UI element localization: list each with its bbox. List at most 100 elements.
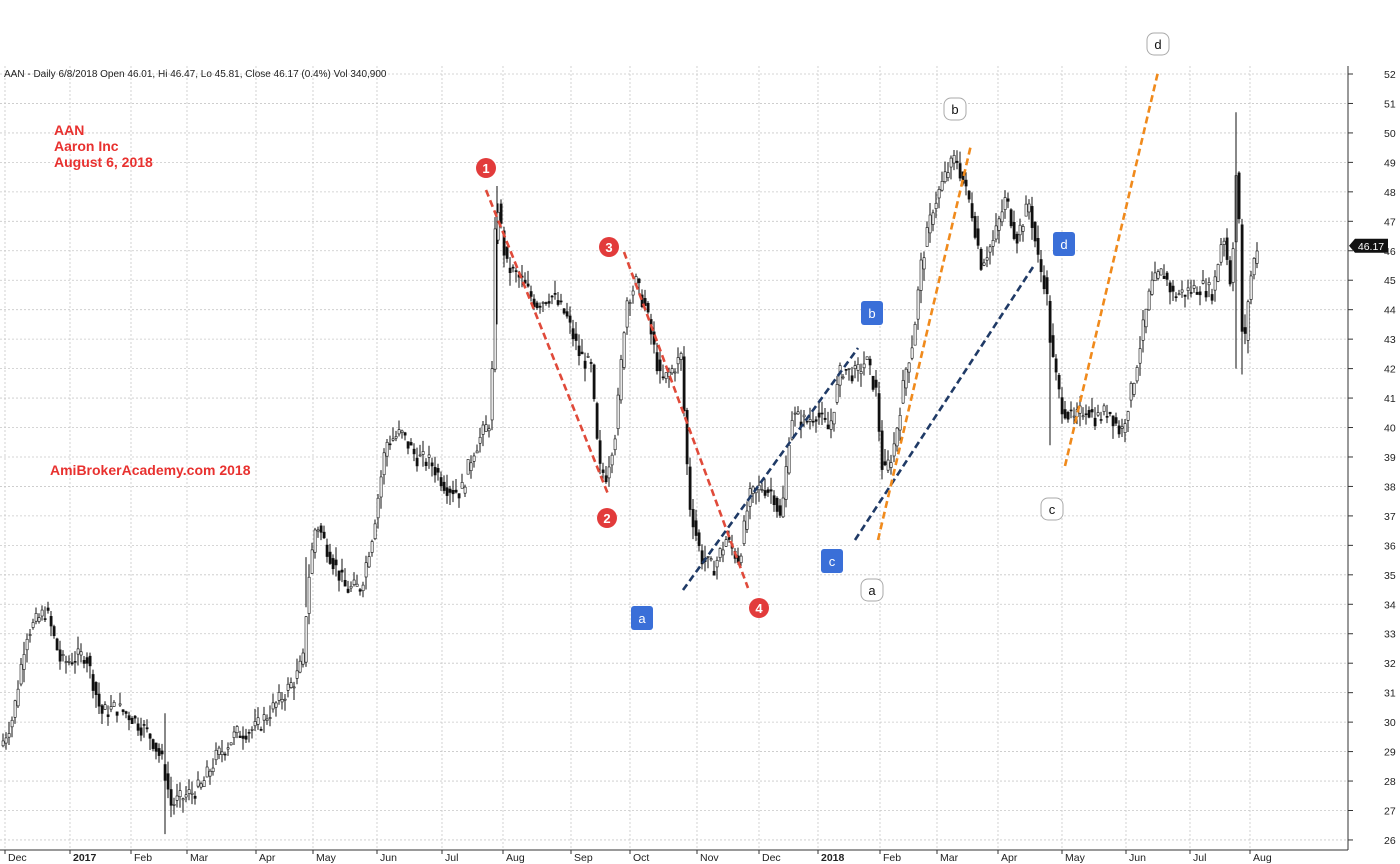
candle-body <box>469 462 473 471</box>
candle-body <box>361 584 365 592</box>
candle-body <box>949 157 953 168</box>
candle-body <box>1225 237 1229 260</box>
candle-body <box>724 539 728 547</box>
candle-body <box>133 715 137 719</box>
y-tick-label: 47 <box>1384 216 1396 228</box>
candle-body <box>808 419 812 422</box>
candle-body <box>856 364 860 371</box>
candle-body <box>148 733 152 739</box>
candle-body <box>310 549 314 574</box>
candle-body <box>109 706 113 710</box>
trend-lines <box>484 71 1160 591</box>
blue-marker-box <box>821 549 843 573</box>
candle-body <box>481 424 485 435</box>
y-tick-label: 48 <box>1384 187 1396 199</box>
candle-body <box>259 729 263 731</box>
x-tick-label: Jun <box>1129 852 1146 864</box>
candle-body <box>1147 290 1151 311</box>
candle-body <box>199 783 203 788</box>
candle-body <box>145 727 149 730</box>
candle-body <box>970 203 974 219</box>
candle-body <box>58 649 62 662</box>
candle-body <box>1018 224 1022 236</box>
candle-body <box>46 607 50 611</box>
candle-body <box>1135 367 1139 382</box>
candle-body <box>184 794 188 798</box>
red-marker-circle <box>599 237 619 257</box>
x-tick-label: Apr <box>1001 852 1018 864</box>
candle-body <box>781 497 785 518</box>
candle-body <box>499 203 503 224</box>
candle-body <box>106 714 110 717</box>
candle-body <box>607 466 611 479</box>
white-marker-label: c <box>1049 502 1056 517</box>
x-tick-label: Feb <box>883 852 901 864</box>
candle-body <box>988 246 992 253</box>
candle-body <box>526 283 530 287</box>
candle-body <box>712 570 716 576</box>
red-marker-circle <box>749 598 769 618</box>
candle-body <box>1045 277 1049 295</box>
candle-body <box>1063 409 1067 419</box>
candle-body <box>937 189 941 199</box>
candle-body <box>295 670 299 679</box>
candle-body <box>811 420 815 423</box>
candle-body <box>529 291 533 297</box>
candle-body <box>544 302 548 304</box>
candle-body <box>943 171 947 183</box>
candle-body <box>1222 240 1226 245</box>
candle-body <box>1042 275 1046 290</box>
candle-body <box>265 718 269 721</box>
x-tick-label: Jul <box>1193 852 1206 864</box>
candle-body <box>691 509 695 528</box>
candle-body <box>1054 358 1058 373</box>
candle-body <box>1177 293 1181 296</box>
candle-body <box>580 351 584 355</box>
candle-body <box>622 332 626 368</box>
candle-body <box>418 454 422 457</box>
candle-body <box>1189 292 1193 294</box>
candle-body <box>397 429 401 435</box>
candle-body <box>769 489 773 492</box>
blue-marker-box <box>631 606 653 630</box>
candle-body <box>271 702 275 710</box>
candle-body <box>595 403 599 439</box>
candle-body <box>298 660 302 673</box>
y-tick-label: 49 <box>1384 157 1396 169</box>
candle-body <box>538 305 542 308</box>
candle-body <box>676 357 680 365</box>
chart-header-info: AAN - Daily 6/8/2018 Open 46.01, Hi 46.4… <box>4 69 387 80</box>
candle-body <box>457 493 461 499</box>
candle-body <box>1120 426 1124 429</box>
candle-body <box>460 482 464 489</box>
candle-body <box>964 179 968 187</box>
candle-body <box>487 428 491 432</box>
candle-body <box>121 709 125 712</box>
candle-body <box>721 549 725 556</box>
candle-body <box>610 454 614 466</box>
candle-body <box>619 359 623 401</box>
candle-body <box>166 773 170 790</box>
candle-body <box>766 489 770 493</box>
candle-body <box>556 300 560 305</box>
candle-body <box>862 363 866 369</box>
candle-body <box>898 415 902 431</box>
x-tick-label: Aug <box>506 852 525 864</box>
candle-body <box>706 556 710 558</box>
candle-body <box>463 486 467 494</box>
white-marker-label: a <box>868 583 876 598</box>
candle-body <box>664 372 668 379</box>
candle-body <box>583 360 587 369</box>
candle-body <box>646 303 650 313</box>
candle-body <box>1129 383 1133 401</box>
red-marker-circle <box>597 508 617 528</box>
candle-body <box>88 655 92 667</box>
red-marker-label: 4 <box>755 601 763 616</box>
y-tick-label: 27 <box>1384 806 1396 818</box>
candle-body <box>697 532 701 546</box>
candle-body <box>235 726 239 734</box>
x-tick-label: Dec <box>762 852 781 864</box>
candle-body <box>115 711 119 716</box>
candle-body <box>277 692 281 701</box>
candle-body <box>445 487 449 496</box>
